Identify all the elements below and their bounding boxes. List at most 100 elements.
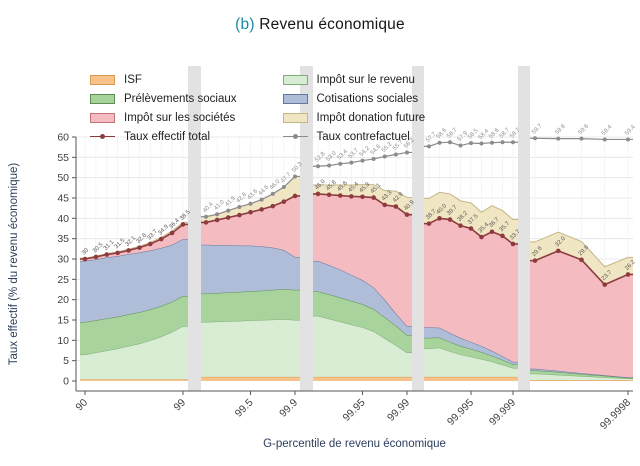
axes: 0 5 10 15 20 25 30 35 40 45 50 55 60 (57, 132, 633, 392)
point-contrefactuel (270, 191, 275, 196)
point-contrefactuel (293, 174, 297, 179)
y-tick-label: 20 (57, 294, 69, 306)
point-contrefactuel (259, 197, 264, 202)
area-impot_revenu (424, 347, 518, 377)
legend-label: Impôt sur les sociétés (124, 111, 236, 124)
point-effectif (126, 248, 131, 253)
point-effectif (137, 245, 142, 250)
point-effectif (579, 257, 584, 263)
area-prelevements_sociaux (201, 289, 300, 323)
impot_donation_future-swatch (282, 112, 308, 123)
point-effectif (458, 223, 463, 228)
legend-label: Prélèvements sociaux (124, 92, 237, 105)
point-contrefactuel (360, 158, 365, 163)
legend-item-taux_contrefactuel: Taux contrefactuel (282, 130, 426, 143)
cotisations_sociales-swatch (282, 93, 308, 104)
area-impot_revenu (201, 319, 300, 377)
point-contrefactuel (327, 163, 332, 168)
point-effectif (248, 209, 253, 215)
point-contrefactuel (338, 161, 343, 166)
point-effectif (158, 236, 164, 242)
point-effectif (510, 241, 516, 247)
data-label-contrefactuel: 59.6 (578, 123, 591, 136)
point-effectif (625, 272, 631, 277)
legend-label: Taux contrefactuel (316, 130, 410, 143)
area-impot_societes (80, 224, 188, 262)
point-effectif (393, 204, 399, 209)
point-effectif (180, 222, 186, 227)
isf-swatch (90, 74, 115, 85)
point-effectif (602, 282, 608, 287)
point-effectif (326, 192, 332, 198)
legend-label: Impôt sur le revenu (316, 73, 415, 86)
area-impot_societes (313, 193, 412, 327)
point-contrefactuel (316, 164, 320, 169)
chart-title: (b) Revenu économique (0, 16, 640, 34)
point-contrefactuel (556, 136, 561, 141)
point-contrefactuel (469, 141, 473, 146)
y-tick-label: 0 (63, 376, 69, 388)
legend-item-taux_effectif_total: Taux effectif total (90, 131, 237, 143)
panel-5: 59.7 59.6 59.6 59.4 59.429.632.029.823.726.2 (530, 123, 637, 381)
prelevements_sociaux-swatch (90, 93, 115, 104)
point-effectif (148, 241, 153, 247)
data-label-contrefactuel: 59.6 (554, 123, 567, 136)
point-effectif (237, 212, 242, 218)
x-tick-label: 99.999 (487, 397, 518, 428)
data-label-contrefactuel: 59.7 (531, 123, 544, 136)
x-tick-label: 99.95 (341, 397, 368, 424)
legend-item-cotisations_sociales: Cotisations sociales (282, 92, 426, 105)
point-effectif (115, 250, 120, 256)
area-isf (313, 376, 412, 381)
point-contrefactuel (393, 152, 398, 157)
point-effectif (259, 207, 264, 212)
point-contrefactuel (511, 140, 515, 145)
point-contrefactuel (626, 137, 630, 142)
point-contrefactuel (215, 212, 220, 217)
area-impot_societes (424, 218, 518, 362)
impot_revenu-swatch (282, 74, 308, 85)
point-contrefactuel (349, 160, 354, 165)
point-effectif (281, 199, 287, 204)
x-ticks-panel-1: 90 99 (73, 391, 188, 413)
point-contrefactuel (427, 144, 431, 149)
legend-label: Impôt donation future (316, 111, 426, 124)
point-effectif (225, 215, 231, 220)
chart-title-text: Revenu économique (259, 16, 405, 33)
y-tick-label: 35 (57, 233, 69, 245)
point-contrefactuel (602, 137, 607, 142)
point-effectif (292, 193, 298, 199)
area-impot_societes (201, 195, 300, 257)
x-ticks-panel-2: 99.5 99.9 (233, 391, 300, 420)
point-contrefactuel (226, 208, 231, 213)
legend-item-impot_revenu: Impôt sur le revenu (282, 73, 426, 86)
x-ticks-panel-4: 99.995 99.999 (445, 391, 518, 428)
point-contrefactuel (458, 143, 463, 148)
data-label-effectif: 30 (81, 247, 90, 256)
y-tick-label: 50 (57, 172, 69, 184)
point-effectif (203, 220, 209, 225)
y-axis-title: Taux effectif (% du revenu économique) (8, 163, 20, 366)
taux_effectif_total-swatch (90, 133, 115, 139)
area-impot_donation_future (313, 184, 412, 215)
point-effectif (479, 234, 484, 240)
area-isf (424, 376, 518, 381)
area-edge-impot_donation_future (313, 184, 412, 199)
point-effectif (270, 203, 276, 209)
separator-bar (300, 66, 313, 391)
point-contrefactuel (579, 136, 584, 141)
x-tick-label: 99.5 (233, 397, 256, 420)
legend-label: Cotisations sociales (316, 92, 419, 105)
point-contrefactuel (437, 140, 442, 145)
legend: ISF Prélèvements sociaux Impôt sur les soc… (90, 70, 425, 146)
point-effectif (349, 194, 354, 199)
taux_contrefactuel-swatch (282, 133, 308, 139)
point-effectif (337, 193, 343, 198)
point-contrefactuel (533, 136, 537, 141)
point-contrefactuel (371, 156, 376, 161)
point-effectif (315, 191, 321, 197)
y-tick-label: 45 (57, 193, 69, 205)
y-tick-label: 25 (57, 274, 69, 286)
